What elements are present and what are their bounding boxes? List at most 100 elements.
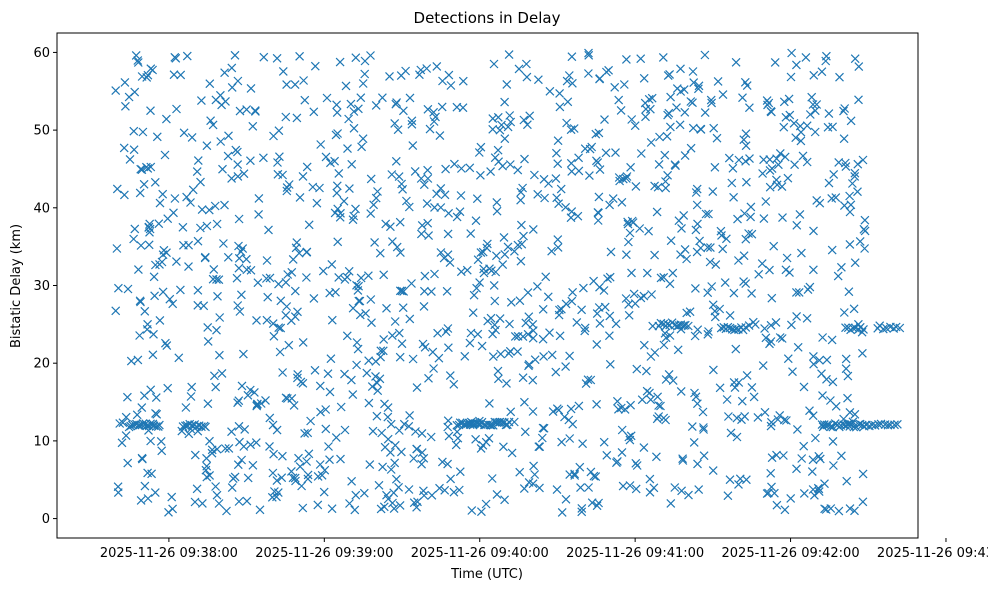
- data-point: [630, 121, 640, 131]
- data-point: [289, 400, 299, 410]
- data-point: [637, 395, 647, 405]
- data-point: [302, 247, 312, 257]
- data-point: [840, 158, 850, 168]
- x-tick-label: 2025-11-26 09:39:00: [255, 546, 393, 561]
- data-point: [829, 169, 839, 179]
- data-point: [310, 365, 320, 375]
- data-point: [304, 449, 314, 459]
- data-point: [356, 273, 366, 283]
- y-tick-label: 30: [33, 279, 50, 294]
- data-point: [361, 308, 371, 318]
- data-point: [846, 116, 856, 126]
- data-point: [292, 113, 302, 123]
- data-point: [129, 145, 139, 155]
- data-point: [599, 437, 609, 447]
- data-point: [234, 241, 243, 251]
- data-point: [186, 392, 196, 401]
- data-point: [281, 393, 291, 403]
- data-point: [290, 80, 300, 90]
- data-point: [766, 468, 776, 478]
- data-point: [395, 248, 405, 258]
- data-point: [334, 272, 344, 282]
- data-point: [220, 200, 229, 210]
- data-point: [666, 498, 676, 508]
- data-point: [548, 407, 558, 417]
- data-point: [772, 500, 782, 510]
- data-point: [298, 503, 308, 513]
- data-point: [487, 474, 497, 483]
- data-point: [671, 161, 680, 171]
- data-point: [677, 486, 687, 496]
- data-point: [419, 180, 429, 190]
- data-point: [570, 471, 580, 480]
- x-tick-label: 2025-11-26 09:42:00: [722, 546, 860, 561]
- data-point: [355, 296, 365, 306]
- data-point: [488, 124, 498, 134]
- data-point: [155, 315, 165, 325]
- data-point: [698, 423, 708, 432]
- data-point: [123, 458, 133, 468]
- data-point: [689, 437, 699, 447]
- data-point: [577, 503, 587, 513]
- data-point: [605, 311, 615, 321]
- data-point: [859, 224, 869, 234]
- data-point: [621, 174, 631, 183]
- data-point: [530, 470, 540, 479]
- data-point: [385, 447, 395, 457]
- data-point: [601, 67, 611, 77]
- data-point: [781, 416, 791, 425]
- data-point: [130, 87, 140, 97]
- data-point: [745, 154, 754, 164]
- data-point: [265, 273, 275, 283]
- data-point: [474, 148, 484, 157]
- data-point: [410, 166, 420, 176]
- data-point: [249, 387, 259, 397]
- data-point: [775, 333, 785, 342]
- data-point: [845, 504, 855, 514]
- data-point: [710, 162, 720, 172]
- data-point: [644, 226, 654, 236]
- data-point: [807, 92, 817, 102]
- data-point: [358, 134, 368, 144]
- data-point: [707, 98, 717, 108]
- data-point: [704, 327, 713, 336]
- data-point: [321, 405, 331, 414]
- data-point: [113, 283, 123, 293]
- data-point: [740, 209, 749, 218]
- data-point: [844, 287, 854, 297]
- data-point: [136, 297, 145, 307]
- data-point: [488, 114, 498, 124]
- data-point: [327, 259, 337, 269]
- data-point: [504, 50, 514, 60]
- data-point: [491, 251, 501, 261]
- x-tick-label: 2025-11-26 09:43:00: [877, 546, 988, 561]
- data-point: [782, 253, 792, 263]
- data-point: [845, 239, 855, 249]
- data-point: [640, 98, 650, 108]
- data-point: [747, 288, 757, 298]
- y-axis: 0 10 20 30 40 50 60: [33, 46, 57, 527]
- data-point: [734, 378, 744, 387]
- data-point: [570, 469, 580, 479]
- data-point: [137, 165, 147, 175]
- data-point: [404, 202, 414, 212]
- data-point: [741, 475, 751, 485]
- data-point: [303, 474, 313, 484]
- data-point: [484, 398, 494, 408]
- data-point: [431, 112, 440, 122]
- data-point: [733, 214, 742, 224]
- data-point: [462, 265, 472, 275]
- data-point: [814, 355, 824, 365]
- data-point: [471, 434, 481, 444]
- data-point: [325, 455, 334, 465]
- data-point: [599, 286, 609, 295]
- data-point: [713, 76, 723, 86]
- data-point: [786, 320, 796, 330]
- data-point: [382, 303, 391, 313]
- data-point: [661, 183, 671, 193]
- data-point: [691, 225, 701, 235]
- data-point: [281, 277, 291, 287]
- data-point: [371, 193, 381, 203]
- data-point: [566, 213, 576, 223]
- data-point: [325, 387, 335, 397]
